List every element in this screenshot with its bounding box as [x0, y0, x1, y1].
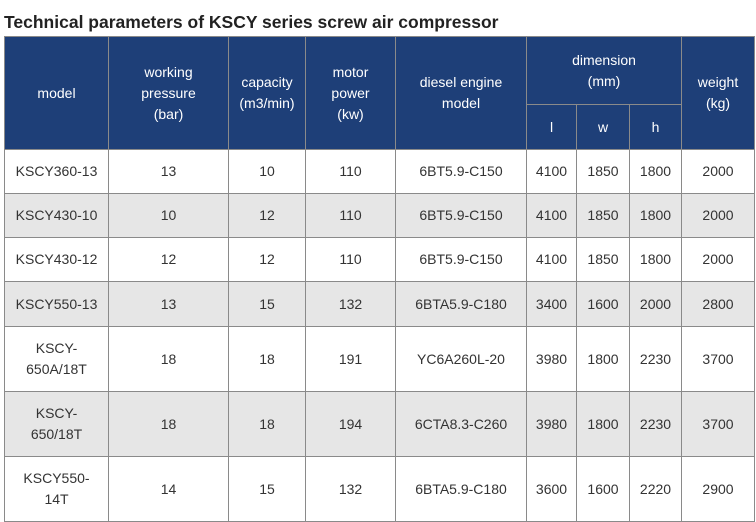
cell-dim-w: 1850: [576, 193, 630, 238]
cell-dim-w: 1800: [576, 391, 630, 457]
cell-motor-power: 110: [305, 149, 396, 194]
cell-dim-h: 1800: [629, 237, 682, 282]
cell-model: KSCY430-10: [4, 193, 109, 238]
header-weight: weight (kg): [681, 36, 755, 150]
cell-working-pressure: 10: [108, 193, 229, 238]
header-motor-power: motor power (kw): [305, 36, 396, 150]
cell-dim-h: 2000: [629, 281, 682, 327]
cell-diesel-engine-model: 6BTA5.9-C180: [395, 456, 527, 522]
cell-weight: 2900: [681, 456, 755, 522]
cell-motor-power: 194: [305, 391, 396, 457]
cell-dim-l: 4100: [526, 193, 577, 238]
model-text: 650A/18T: [26, 361, 87, 377]
cell-weight: 3700: [681, 326, 755, 392]
table-row: KSCY360-13 13 10 110 6BT5.9-C150 4100 1850 1800…: [4, 149, 755, 194]
header-dimension: dimension (mm): [526, 36, 682, 105]
cell-dim-l: 3980: [526, 326, 577, 392]
cell-capacity: 12: [228, 237, 306, 282]
table-row: KSCY- 650A/18T 18 18 191 YC6A260L-20 3980 1800 2…: [4, 326, 755, 392]
cell-dim-w: 1600: [576, 281, 630, 327]
cell-working-pressure: 13: [108, 149, 229, 194]
cell-model: KSCY- 650/18T: [4, 391, 109, 457]
cell-dim-l: 4100: [526, 149, 577, 194]
header-dim-l: l: [526, 104, 577, 150]
cell-weight: 2000: [681, 193, 755, 238]
cell-dim-w: 1600: [576, 456, 630, 522]
cell-working-pressure: 14: [108, 456, 229, 522]
cell-dim-l: 4100: [526, 237, 577, 282]
model-text: 650/18T: [30, 426, 83, 442]
cell-diesel-engine-model: 6BT5.9-C150: [395, 193, 527, 238]
cell-working-pressure: 13: [108, 281, 229, 327]
spec-table: model working pressure (bar) capacity (m3/m…: [4, 36, 755, 522]
cell-dim-h: 2220: [629, 456, 682, 522]
cell-model: KSCY550-13: [4, 281, 109, 327]
cell-dim-l: 3600: [526, 456, 577, 522]
model-text: KSCY550-13: [15, 295, 98, 312]
cell-motor-power: 110: [305, 193, 396, 238]
cell-working-pressure: 12: [108, 237, 229, 282]
model-text: KSCY430-12: [15, 251, 98, 267]
model-text: KSCY-: [35, 405, 78, 421]
model-text: KSCY360-13: [15, 163, 98, 179]
cell-diesel-engine-model: 6BT5.9-C150: [395, 149, 527, 194]
cell-diesel-engine-model: 6BT5.9-C150: [395, 237, 527, 282]
cell-weight: 3700: [681, 391, 755, 457]
cell-working-pressure: 18: [108, 326, 229, 392]
cell-capacity: 12: [228, 193, 306, 238]
cell-dim-l: 3400: [526, 281, 577, 327]
cell-capacity: 15: [228, 456, 306, 522]
cell-dim-h: 1800: [629, 193, 682, 238]
cell-motor-power: 191: [305, 326, 396, 392]
cell-motor-power: 110: [305, 237, 396, 282]
header-working-pressure: working pressure (bar): [108, 36, 229, 150]
cell-model: KSCY430-12: [4, 237, 109, 282]
table-row: KSCY430-12 12 12 110 6BT5.9-C150 4100 1850 1800…: [4, 237, 755, 282]
model-text: 14T: [44, 491, 69, 507]
page-title: Technical parameters of KSCY series scre…: [4, 12, 499, 32]
cell-dim-w: 1800: [576, 326, 630, 392]
cell-capacity: 18: [228, 391, 306, 457]
header-model: model: [4, 36, 109, 150]
cell-motor-power: 132: [305, 456, 396, 522]
header-dim-w: w: [576, 104, 630, 150]
cell-weight: 2000: [681, 149, 755, 194]
cell-weight: 2800: [681, 281, 755, 327]
cell-capacity: 10: [228, 149, 306, 194]
cell-model: KSCY550- 14T: [4, 456, 109, 522]
cell-diesel-engine-model: 6CTA8.3-C260: [395, 391, 527, 457]
cell-diesel-engine-model: YC6A260L-20: [395, 326, 527, 392]
cell-model: KSCY360-13: [4, 149, 109, 194]
table-row: KSCY550- 14T 14 15 132 6BTA5.9-C180 3600 1600 22…: [4, 456, 755, 522]
model-text: KSCY-: [35, 340, 78, 356]
model-text: KSCY550-: [23, 470, 90, 486]
cell-dim-w: 1850: [576, 237, 630, 282]
cell-motor-power: 132: [305, 281, 396, 327]
cell-dim-h: 1800: [629, 149, 682, 194]
cell-model: KSCY- 650A/18T: [4, 326, 109, 392]
cell-dim-l: 3980: [526, 391, 577, 457]
cell-dim-w: 1850: [576, 149, 630, 194]
header-dim-h: h: [629, 104, 682, 150]
cell-dim-h: 2230: [629, 391, 682, 457]
cell-dim-h: 2230: [629, 326, 682, 392]
header-diesel-engine-model: diesel engine model: [395, 36, 527, 150]
cell-capacity: 15: [228, 281, 306, 327]
table-row: KSCY- 650/18T 18 18 194 6CTA8.3-C260 3980 1800 2…: [4, 391, 755, 457]
cell-working-pressure: 18: [108, 391, 229, 457]
table-row: KSCY430-10 10 12 110 6BT5.9-C150 4100 1850 1800…: [4, 193, 755, 238]
header-capacity: capacity (m3/min): [228, 36, 306, 150]
model-text: KSCY430-10: [15, 207, 98, 223]
cell-weight: 2000: [681, 237, 755, 282]
cell-capacity: 18: [228, 326, 306, 392]
cell-diesel-engine-model: 6BTA5.9-C180: [395, 281, 527, 327]
table-row: KSCY550-13 13 15 132 6BTA5.9-C180 3400 1600 200…: [4, 281, 755, 327]
